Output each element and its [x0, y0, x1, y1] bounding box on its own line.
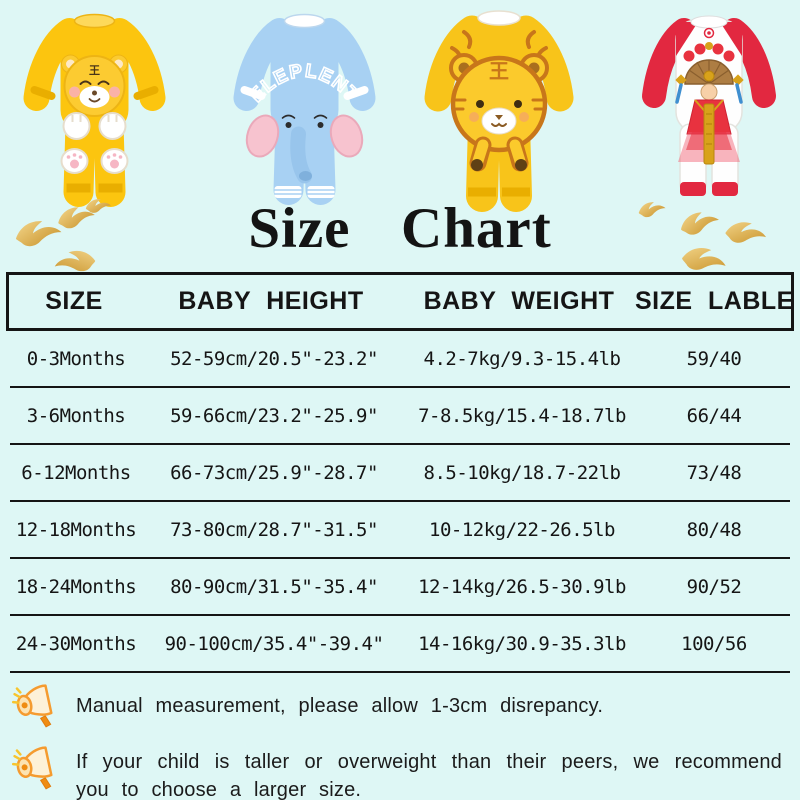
- cell-height: 90-100cm/35.4"-39.4": [164, 632, 384, 655]
- cell-size: 24-30Months: [15, 632, 137, 655]
- tiger-forehead-mark: 王: [89, 64, 100, 77]
- tiger-forehead-mark: 王: [489, 61, 509, 83]
- note-measurement: Manual measurement, please allow 1-3cm d…: [12, 682, 603, 730]
- table-row: 24-30Months 90-100cm/35.4"-39.4" 14-16kg…: [10, 616, 790, 673]
- tiger-face-print: 王: [449, 53, 549, 172]
- cell-weight: 14-16kg/30.9-35.3lb: [418, 632, 626, 655]
- size-table-body: 0-3Months 52-59cm/20.5"-23.2" 4.2-7kg/9.…: [10, 331, 790, 673]
- cell-height: 73-80cm/28.7"-31.5": [170, 518, 378, 541]
- product-image-blue-elephant-romper: ELEPLENT: [233, 13, 376, 205]
- cell-weight: 10-12kg/22-26.5lb: [429, 518, 615, 541]
- cell-height: 80-90cm/31.5"-35.4": [170, 575, 378, 598]
- cell-weight: 8.5-10kg/18.7-22lb: [423, 461, 621, 484]
- cell-size: 12-18Months: [15, 518, 137, 541]
- tiger-face-plush: 王: [61, 54, 128, 117]
- size-table-header: SIZE BABY HEIGHT BABY WEIGHT SIZE LABLE: [6, 272, 794, 331]
- table-row: 12-18Months 73-80cm/28.7"-31.5" 10-12kg/…: [10, 502, 790, 559]
- product-image-yellow-tiger-plush-romper: 王: [23, 13, 166, 207]
- cell-size: 18-24Months: [15, 575, 137, 598]
- megaphone-icon: [12, 744, 56, 792]
- product-image-opera-doll-romper: [642, 15, 776, 196]
- cell-size: 6-12Months: [21, 461, 131, 484]
- column-header-size-lable: SIZE LABLE: [635, 287, 794, 315]
- table-row: 6-12Months 66-73cm/25.9"-28.7" 8.5-10kg/…: [10, 445, 790, 502]
- column-header-size: SIZE: [45, 287, 103, 315]
- note-text: If your child is taller or overweight th…: [76, 751, 782, 800]
- cell-label: 100/56: [681, 632, 747, 655]
- striped-cuffs: [274, 186, 335, 198]
- cell-size: 0-3Months: [26, 347, 126, 370]
- cell-height: 66-73cm/25.9"-28.7": [170, 461, 378, 484]
- cell-label: 66/44: [686, 404, 742, 427]
- page-title: Size Chart: [248, 197, 552, 260]
- cell-label: 90/52: [686, 575, 742, 598]
- cell-size: 3-6Months: [26, 404, 126, 427]
- cell-height: 52-59cm/20.5"-23.2": [170, 347, 378, 370]
- product-image-yellow-tiger-print-romper: 王: [424, 10, 574, 212]
- note-size-advice: If your child is taller or overweight th…: [12, 744, 782, 800]
- cell-label: 59/40: [686, 347, 742, 370]
- column-header-baby-height: BABY HEIGHT: [178, 287, 364, 315]
- elephant-face-print: [245, 114, 364, 184]
- table-row: 18-24Months 80-90cm/31.5"-35.4" 12-14kg/…: [10, 559, 790, 616]
- cell-label: 80/48: [686, 518, 742, 541]
- cell-label: 73/48: [686, 461, 742, 484]
- plush-paws: [60, 112, 129, 174]
- column-header-baby-weight: BABY WEIGHT: [423, 287, 615, 315]
- cell-weight: 7-8.5kg/15.4-18.7lb: [418, 404, 626, 427]
- note-text: Manual measurement, please allow 1-3cm d…: [76, 694, 604, 717]
- cell-height: 59-66cm/23.2"-25.9": [170, 404, 378, 427]
- table-row: 0-3Months 52-59cm/20.5"-23.2" 4.2-7kg/9.…: [10, 331, 790, 388]
- cell-weight: 4.2-7kg/9.3-15.4lb: [423, 347, 621, 370]
- table-row: 3-6Months 59-66cm/23.2"-25.9" 7-8.5kg/15…: [10, 388, 790, 445]
- megaphone-icon: [12, 682, 56, 730]
- chest-emblem: [703, 27, 715, 39]
- cell-weight: 12-14kg/26.5-30.9lb: [418, 575, 626, 598]
